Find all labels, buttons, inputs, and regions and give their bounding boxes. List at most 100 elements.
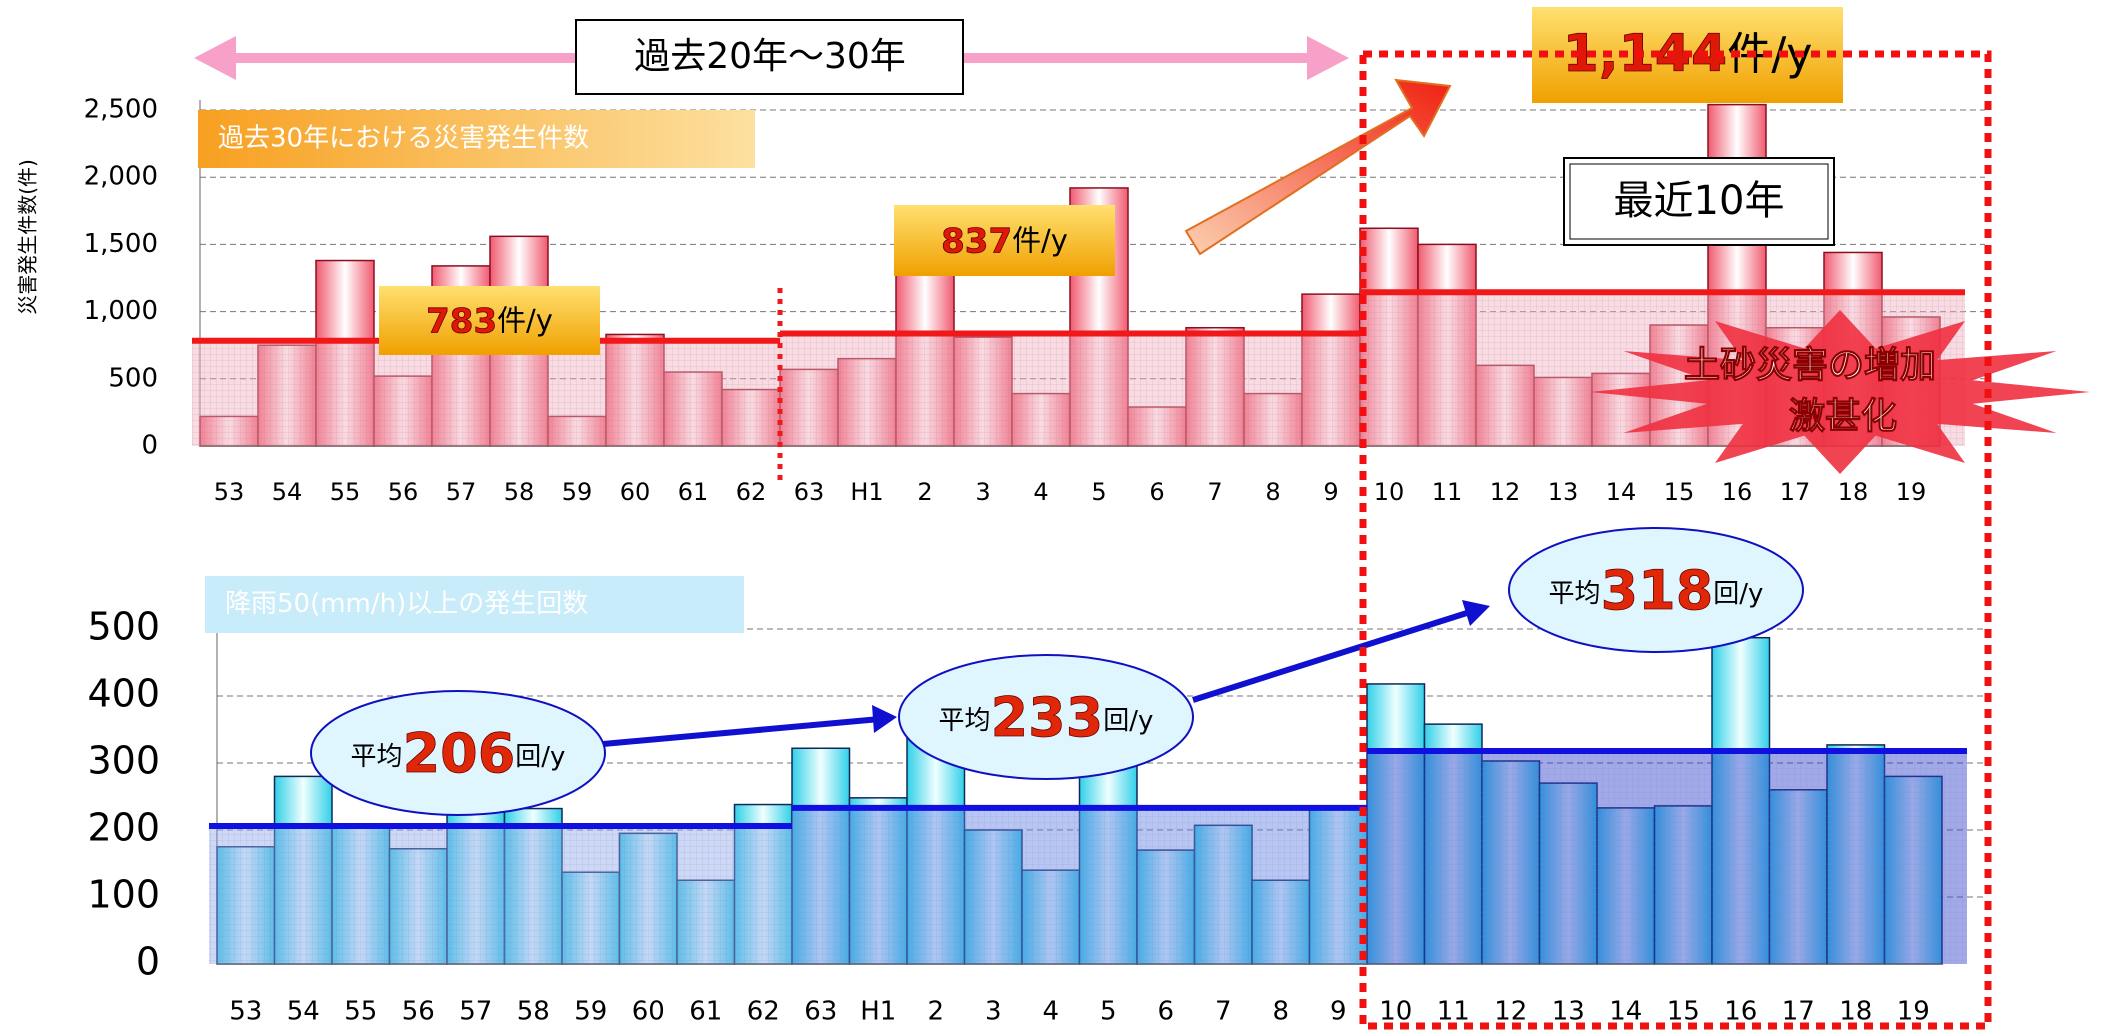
x-tick-label: 8	[1272, 997, 1289, 1027]
average-unit: 回/y	[515, 742, 565, 772]
y-tick-label: 200	[87, 806, 160, 850]
x-tick-label: 63	[794, 478, 825, 506]
x-tick-label: 16	[1722, 478, 1753, 506]
x-tick-label: 17	[1780, 478, 1811, 506]
average-label: 783件/y	[426, 301, 553, 341]
average-shade-pattern	[780, 334, 1360, 446]
x-tick-label: 56	[388, 478, 419, 506]
x-tick-label: 54	[287, 997, 320, 1027]
period-past: 過去20年～30年	[634, 36, 906, 77]
average-value: 837	[941, 221, 1012, 261]
x-tick-label: 18	[1838, 478, 1869, 506]
arrow-head	[194, 36, 236, 80]
chart: 05001,0001,5002,0002,5005354555657585960…	[0, 0, 2102, 1034]
x-tick-label: 13	[1552, 997, 1585, 1027]
y-tick-label: 1,000	[84, 296, 158, 326]
average-value: 206	[403, 722, 516, 785]
x-tick-label: 61	[678, 478, 709, 506]
x-tick-label: 3	[975, 478, 990, 506]
trend-arrow	[603, 719, 880, 744]
x-tick-label: H1	[860, 997, 896, 1027]
y-tick-label: 0	[141, 431, 158, 461]
average-unit: 件/y	[1012, 224, 1068, 258]
average-shade-pattern	[792, 808, 1367, 964]
x-tick-label: 57	[459, 997, 492, 1027]
x-tick-label: 14	[1606, 478, 1637, 506]
x-tick-label: 63	[804, 997, 837, 1027]
x-tick-label: 7	[1215, 997, 1232, 1027]
x-tick-label: 19	[1897, 997, 1930, 1027]
x-tick-label: 19	[1896, 478, 1927, 506]
callout-text: 激甚化	[1789, 396, 1897, 437]
average-value: 233	[991, 686, 1104, 749]
x-tick-label: 8	[1265, 478, 1280, 506]
x-tick-label: 3	[985, 997, 1002, 1027]
x-tick-label: 62	[747, 997, 780, 1027]
x-tick-label: 7	[1207, 478, 1222, 506]
average-shade-pattern	[1367, 751, 1967, 964]
x-tick-label: 12	[1494, 997, 1527, 1027]
average-label: 837件/y	[941, 221, 1068, 261]
x-tick-label: 18	[1839, 997, 1872, 1027]
x-tick-label: 15	[1667, 997, 1700, 1027]
x-tick-label: 57	[446, 478, 477, 506]
x-tick-label: 2	[917, 478, 932, 506]
trend-arrow	[1193, 612, 1470, 700]
y-tick-label: 0	[136, 940, 160, 984]
x-tick-label: 9	[1323, 478, 1338, 506]
y-tick-label: 500	[87, 605, 160, 649]
x-tick-label: 6	[1149, 478, 1164, 506]
arrow-head	[1462, 600, 1490, 626]
x-tick-label: 11	[1437, 997, 1470, 1027]
average-shade-pattern	[209, 826, 792, 964]
average-shade-pattern	[192, 341, 780, 446]
x-tick-label: 4	[1033, 478, 1048, 506]
x-tick-label: 5	[1100, 997, 1117, 1027]
x-tick-label: 2	[927, 997, 944, 1027]
x-tick-label: 10	[1379, 997, 1412, 1027]
average-prefix: 平均	[1549, 579, 1601, 609]
x-tick-label: 58	[517, 997, 550, 1027]
x-tick-label: 53	[214, 478, 245, 506]
y-tick-label: 500	[108, 363, 158, 393]
x-tick-label: 5	[1091, 478, 1106, 506]
y-tick-label: 2,500	[84, 95, 158, 125]
y-tick-label: 300	[87, 739, 160, 783]
x-tick-label: 10	[1374, 478, 1405, 506]
y-tick-label: 100	[87, 873, 160, 917]
x-tick-label: 60	[632, 997, 665, 1027]
x-tick-label: 17	[1782, 997, 1815, 1027]
x-tick-label: 58	[504, 478, 535, 506]
x-tick-label: 9	[1330, 997, 1347, 1027]
x-tick-label: 53	[229, 997, 262, 1027]
average-value: 318	[1601, 559, 1714, 622]
callout-text: 土砂災害の増加	[1684, 345, 1936, 386]
x-tick-label: 55	[330, 478, 361, 506]
x-tick-label: 16	[1724, 997, 1757, 1027]
chart-title: 過去30年における災害発生件数	[218, 124, 589, 154]
y-tick-label: 1,500	[84, 229, 158, 259]
average-prefix: 平均	[351, 742, 403, 772]
average-value: 783	[426, 301, 497, 341]
x-tick-label: 14	[1609, 997, 1642, 1027]
x-tick-label: 59	[574, 997, 607, 1027]
x-tick-label: 13	[1548, 478, 1579, 506]
x-tick-label: 54	[272, 478, 303, 506]
average-unit: 件/y	[497, 304, 553, 338]
period-recent: 最近10年	[1614, 178, 1785, 224]
chart-title: 降雨50(mm/h)以上の発生回数	[225, 589, 588, 619]
average-unit: 回/y	[1713, 579, 1763, 609]
x-tick-label: 61	[689, 997, 722, 1027]
x-tick-label: 62	[736, 478, 767, 506]
y-tick-label: 400	[87, 672, 160, 716]
x-tick-label: 15	[1664, 478, 1695, 506]
x-tick-label: 60	[620, 478, 651, 506]
average-prefix: 平均	[939, 706, 991, 736]
average-unit: 回/y	[1103, 706, 1153, 736]
x-tick-label: H1	[850, 478, 883, 506]
y-axis-title: 災害発生件数(件)	[16, 159, 40, 315]
x-tick-label: 59	[562, 478, 593, 506]
x-tick-label: 4	[1042, 997, 1059, 1027]
y-tick-label: 2,000	[84, 162, 158, 192]
arrow-head	[1307, 36, 1349, 80]
